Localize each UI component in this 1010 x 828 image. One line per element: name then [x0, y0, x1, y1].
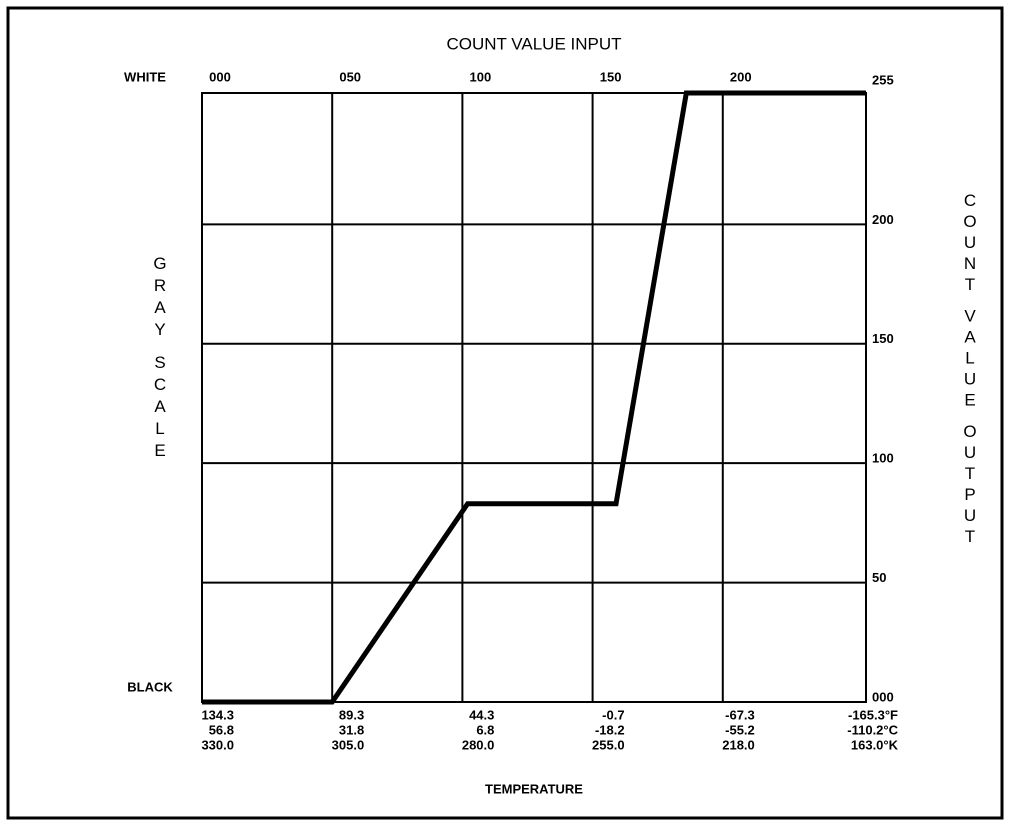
y-tick-label: 255: [872, 72, 894, 87]
y-tick-label: 150: [872, 331, 894, 346]
x-tick-label: 050: [339, 69, 361, 84]
temperature-label: 44.3: [469, 707, 494, 722]
temperature-label: -55.2: [725, 722, 755, 737]
y-tick-label: 000: [872, 689, 894, 704]
temperature-label: 31.8: [339, 722, 364, 737]
temperature-label: 330.0: [201, 737, 234, 752]
temperature-label: 163.0°K: [851, 737, 899, 752]
temperature-label: 255.0: [592, 737, 625, 752]
temperature-label: 305.0: [332, 737, 365, 752]
plot-border: [201, 92, 867, 703]
black-label: BLACK: [127, 679, 173, 694]
x-tick-label: 200: [730, 69, 752, 84]
x-tick-label: 150: [600, 69, 622, 84]
temperature-label: 134.3: [201, 707, 234, 722]
frame: [6, 6, 1004, 820]
x-axis-label: TEMPERATURE: [485, 781, 583, 796]
temperature-label: 218.0: [722, 737, 755, 752]
temperature-label: 56.8: [209, 722, 234, 737]
data-line: [202, 90, 866, 705]
y-tick-label: 50: [872, 570, 886, 585]
temperature-label: -0.7: [602, 707, 624, 722]
x-tick-label: 000: [209, 69, 231, 84]
temperature-label: 280.0: [462, 737, 495, 752]
temperature-label: 6.8: [476, 722, 494, 737]
temperature-label: -18.2: [595, 722, 625, 737]
y-tick-label: 100: [872, 451, 894, 466]
chart-title: COUNT VALUE INPUT: [446, 34, 621, 53]
white-label: WHITE: [124, 69, 166, 84]
temperature-label: -165.3°F: [848, 707, 898, 722]
temperature-label: 89.3: [339, 707, 364, 722]
y-tick-label: 200: [872, 212, 894, 227]
temperature-label: -110.2°C: [847, 722, 898, 737]
x-tick-label: 100: [470, 69, 492, 84]
temperature-label: -67.3: [725, 707, 755, 722]
